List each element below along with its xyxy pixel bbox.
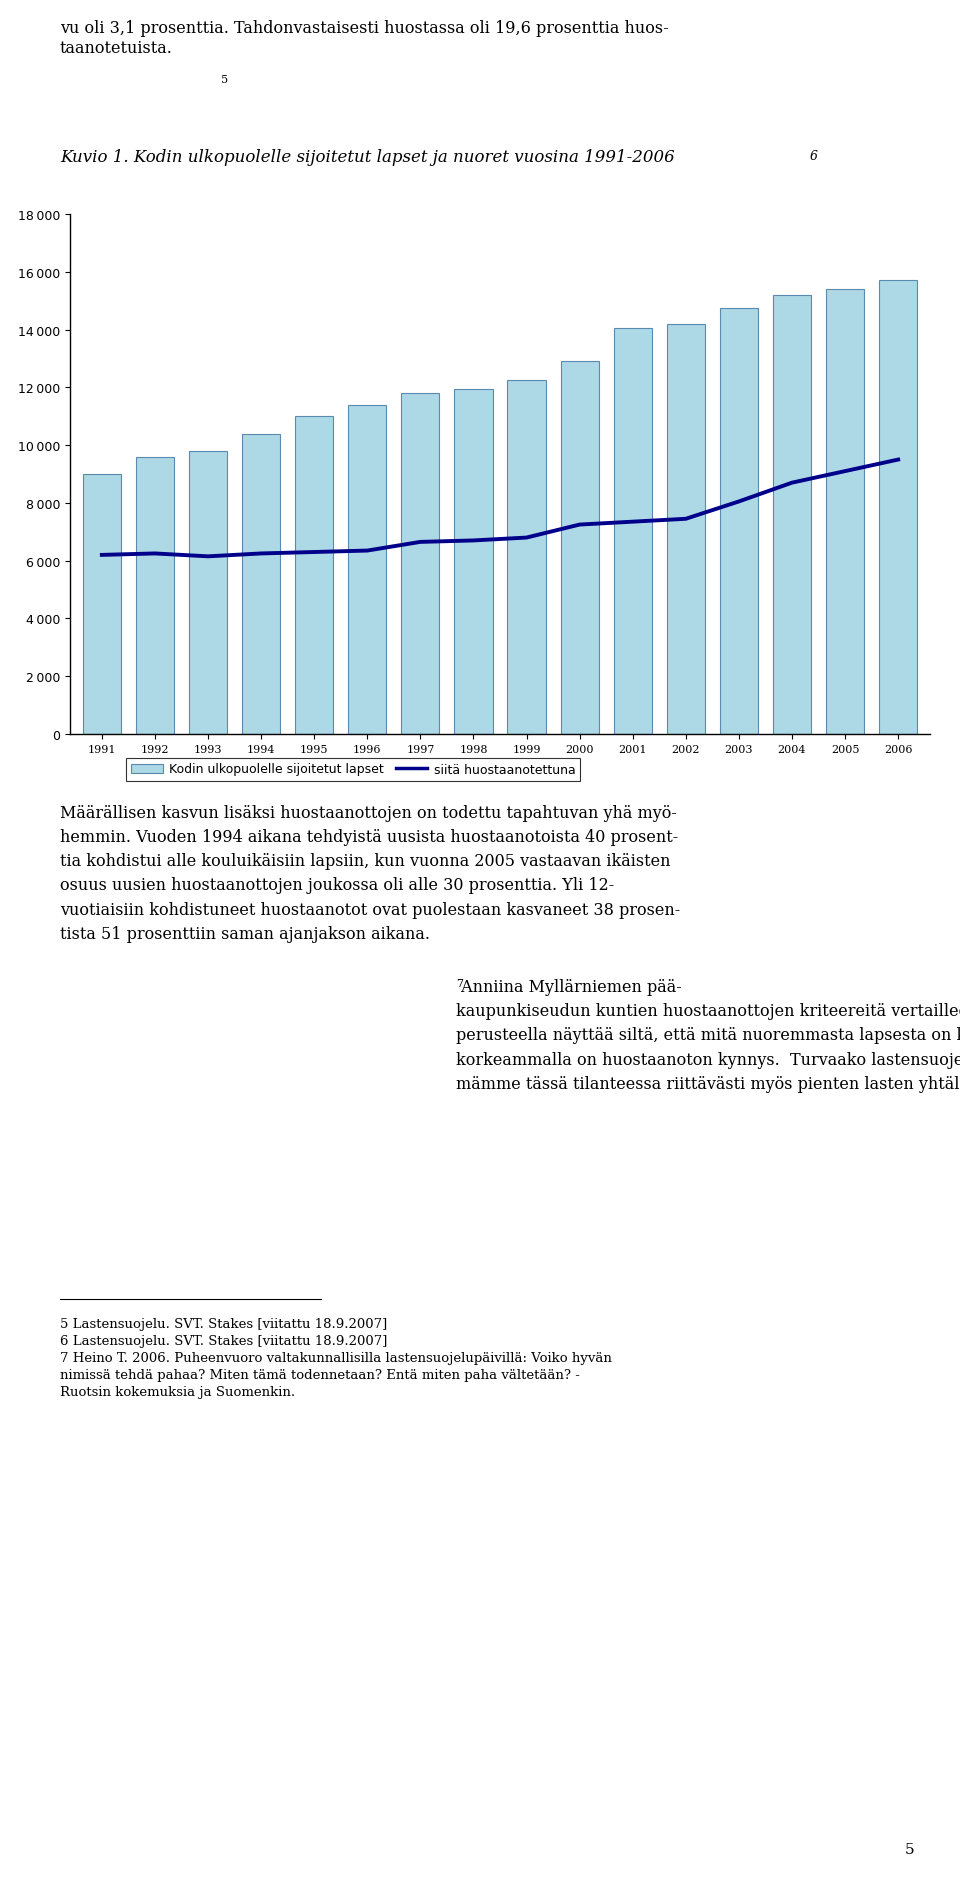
Bar — [720, 308, 758, 735]
Bar — [613, 329, 652, 735]
Bar — [295, 417, 333, 735]
Legend: Kodin ulkopuolelle sijoitetut lapset, siitä huostaanotettuna: Kodin ulkopuolelle sijoitetut lapset, si… — [127, 757, 580, 780]
Text: vu oli 3,1 prosenttia. Tahdonvastaisesti huostassa oli 19,6 prosenttia huos-
taa: vu oli 3,1 prosenttia. Tahdonvastaisesti… — [60, 21, 668, 57]
Bar — [135, 457, 174, 735]
Text: 5: 5 — [221, 76, 228, 85]
Bar — [666, 325, 705, 735]
Bar — [773, 297, 811, 735]
Text: Anniina Myllärniemen pää-
kaupunkiseudun kuntien huostaanottojen kriteereitä ver: Anniina Myllärniemen pää- kaupunkiseudun… — [456, 979, 960, 1092]
Bar — [454, 389, 492, 735]
Bar — [348, 406, 386, 735]
Bar — [401, 395, 440, 735]
Bar — [561, 363, 599, 735]
Bar — [508, 382, 545, 735]
Text: Kuvio 1. Kodin ulkopuolelle sijoitetut lapset ja nuoret vuosina 1991-2006: Kuvio 1. Kodin ulkopuolelle sijoitetut l… — [60, 149, 675, 166]
Text: Määrällisen kasvun lisäksi huostaanottojen on todettu tapahtuvan yhä myö-
hemmin: Määrällisen kasvun lisäksi huostaanottoj… — [60, 805, 681, 943]
Bar — [879, 281, 917, 735]
Text: 6: 6 — [810, 149, 818, 162]
Bar — [83, 474, 121, 735]
Bar — [826, 289, 864, 735]
Text: 7: 7 — [456, 979, 463, 988]
Bar — [189, 451, 228, 735]
Text: 5 Lastensuojelu. SVT. Stakes [viitattu 18.9.2007]
6 Lastensuojelu. SVT. Stakes [: 5 Lastensuojelu. SVT. Stakes [viitattu 1… — [60, 1317, 612, 1398]
Text: 5: 5 — [905, 1842, 915, 1857]
Bar — [242, 434, 280, 735]
